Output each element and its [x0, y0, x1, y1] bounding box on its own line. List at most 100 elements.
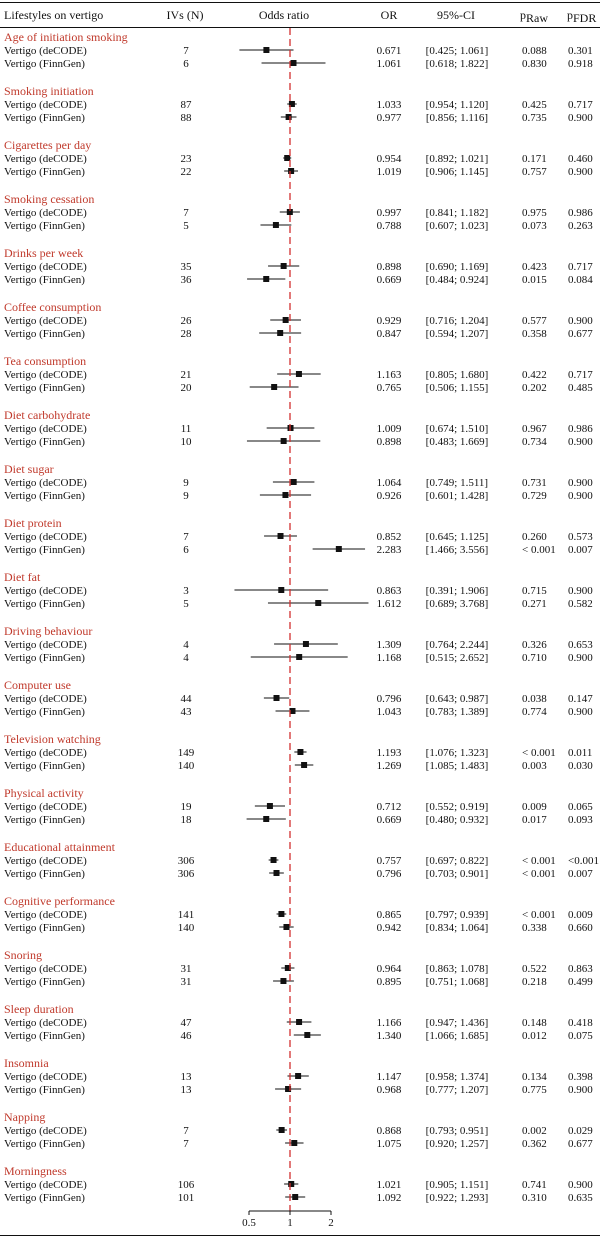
ivs-value: 6 [183, 58, 189, 70]
ivs-value: 101 [178, 1192, 195, 1204]
row-label: Vertigo (FinnGen) [4, 652, 85, 664]
ci-value: [0.506; 1.155] [426, 382, 489, 394]
row-label: Vertigo (FinnGen) [4, 544, 85, 556]
ci-value: [0.906; 1.145] [426, 166, 489, 178]
ivs-value: 44 [181, 693, 193, 705]
point-estimate [285, 1086, 292, 1092]
ivs-value: 18 [181, 814, 193, 826]
ci-value: [0.703; 0.901] [426, 868, 489, 880]
ci-value: [0.480; 0.932] [426, 814, 489, 826]
x-tick-label: 2 [328, 1217, 334, 1229]
p-fdr-value: 0.007 [568, 544, 593, 556]
p-raw-value: 0.522 [522, 963, 547, 975]
row-label: Vertigo (deCODE) [4, 315, 87, 327]
p-raw-value: 0.171 [522, 153, 547, 165]
p-fdr-value: 0.093 [568, 814, 593, 826]
or-value: 0.863 [377, 585, 402, 597]
p-fdr-value: 0.653 [568, 639, 593, 651]
point-estimate [282, 317, 289, 323]
p-fdr-value: 0.573 [568, 531, 593, 543]
ci-value: [0.783; 1.389] [426, 706, 489, 718]
ci-value: [0.483; 1.669] [426, 436, 489, 448]
ivs-value: 149 [178, 747, 195, 759]
ivs-value: 9 [183, 477, 189, 489]
ivs-value: 306 [178, 868, 195, 880]
point-estimate [284, 965, 291, 971]
or-value: 0.796 [377, 693, 402, 705]
p-fdr-value: 0.918 [568, 58, 593, 70]
ivs-value: 3 [183, 585, 189, 597]
row-label: Vertigo (FinnGen) [4, 1030, 85, 1042]
ci-value: [0.954; 1.120] [426, 99, 489, 111]
point-estimate [263, 276, 270, 282]
row-label: Vertigo (deCODE) [4, 369, 87, 381]
ivs-value: 140 [178, 922, 195, 934]
category-label: Educational attainment [4, 840, 116, 854]
x-axis: 0.5 1 2 [242, 1210, 334, 1229]
or-value: 1.269 [377, 760, 402, 772]
row-label: Vertigo (deCODE) [4, 99, 87, 111]
ivs-value: 13 [181, 1071, 193, 1083]
ci-value: [1.466; 3.556] [426, 544, 489, 556]
ivs-value: 26 [181, 315, 193, 327]
or-value: 1.075 [377, 1138, 402, 1150]
p-fdr-value: 0.499 [568, 976, 593, 988]
ci-value: [0.764; 2.244] [426, 639, 489, 651]
p-fdr-value: 0.717 [568, 261, 593, 273]
p-fdr-value: 0.398 [568, 1071, 593, 1083]
x-tick-label: 1 [287, 1217, 293, 1229]
p-raw-value: 0.326 [522, 639, 547, 651]
ci-value: [0.552; 0.919] [426, 801, 489, 813]
p-raw-value: 0.338 [522, 922, 547, 934]
p-raw-value: 0.310 [522, 1192, 547, 1204]
ivs-value: 46 [181, 1030, 193, 1042]
ci-value: [0.697; 0.822] [426, 855, 489, 867]
p-fdr-value: 0.263 [568, 220, 593, 232]
or-value: 1.168 [377, 652, 402, 664]
p-fdr-value: 0.900 [568, 585, 593, 597]
p-raw-value: 0.775 [522, 1084, 547, 1096]
ci-value: [0.751; 1.068] [426, 976, 489, 988]
category-label: Physical activity [4, 786, 84, 800]
ivs-value: 7 [183, 531, 189, 543]
p-fdr-value: 0.418 [568, 1017, 593, 1029]
row-label: Vertigo (FinnGen) [4, 58, 85, 70]
or-value: 0.788 [377, 220, 402, 232]
ivs-value: 10 [181, 436, 193, 448]
row-label: Vertigo (deCODE) [4, 585, 87, 597]
row-label: Vertigo (deCODE) [4, 747, 87, 759]
or-value: 1.193 [377, 747, 402, 759]
ci-value: [0.863; 1.078] [426, 963, 489, 975]
ivs-value: 6 [183, 544, 189, 556]
ivs-value: 9 [183, 490, 189, 502]
ivs-value: 4 [183, 639, 189, 651]
row-label: Vertigo (deCODE) [4, 1071, 87, 1083]
ci-value: [0.607; 1.023] [426, 220, 489, 232]
or-value: 1.061 [377, 58, 402, 70]
ci-value: [0.643; 0.987] [426, 693, 489, 705]
ivs-value: 7 [183, 1138, 189, 1150]
category-label: Cigarettes per day [4, 138, 91, 152]
point-estimate [286, 209, 293, 215]
row-label: Vertigo (FinnGen) [4, 598, 85, 610]
p-raw-value: < 0.001 [522, 909, 556, 921]
ci-value: [0.922; 1.293] [426, 1192, 489, 1204]
row-label: Vertigo (FinnGen) [4, 490, 85, 502]
ci-value: [0.947; 1.436] [426, 1017, 489, 1029]
point-estimate [291, 1140, 298, 1146]
p-raw-value: 0.729 [522, 490, 547, 502]
category-label: Diet fat [4, 570, 41, 584]
ivs-value: 4 [183, 652, 189, 664]
category-label: Drinks per week [4, 246, 83, 260]
row-label: Vertigo (deCODE) [4, 801, 87, 813]
or-value: 0.898 [377, 436, 402, 448]
point-estimate [266, 803, 273, 809]
or-value: 0.868 [377, 1125, 402, 1137]
ci-value: [1.066; 1.685] [426, 1030, 489, 1042]
p-raw-value: 0.757 [522, 166, 547, 178]
or-value: 0.865 [377, 909, 402, 921]
point-estimate [280, 263, 287, 269]
ivs-value: 7 [183, 1125, 189, 1137]
category-label: Age of initiation smoking [4, 30, 128, 44]
point-estimate [335, 546, 342, 552]
